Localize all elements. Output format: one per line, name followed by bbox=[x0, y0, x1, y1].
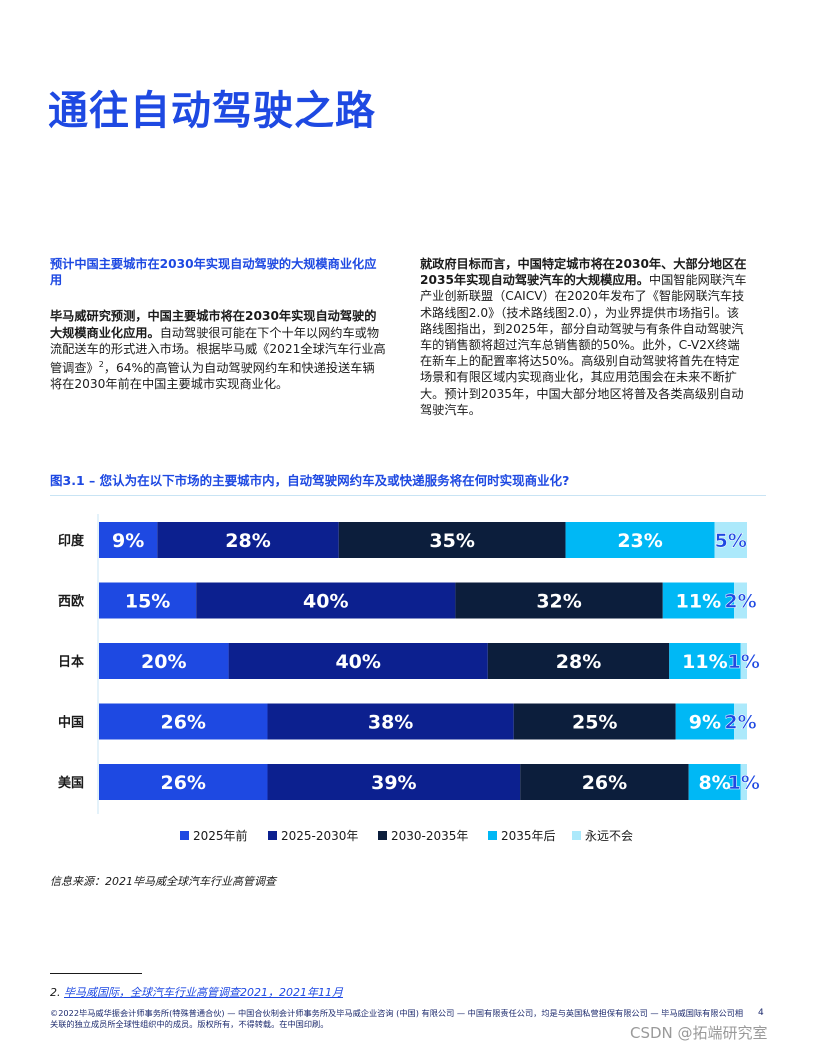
footnote-number: 2. bbox=[50, 986, 61, 999]
bar-segment-2035-4 bbox=[688, 764, 741, 800]
left-subheading: 预计中国主要城市在2030年实现自动驾驶的大规模商业化应用 bbox=[50, 257, 377, 288]
left-body-text-1: 自动驾驶很可能在下个十年以网约车或物流配送车的形式进入市场。根据毕马威《2021… bbox=[50, 325, 386, 376]
bar-segment-series-2 bbox=[740, 643, 747, 679]
bar-value-label: 8% bbox=[698, 772, 730, 794]
legend-label: 2035年后 bbox=[501, 829, 556, 843]
footnote-divider bbox=[50, 973, 142, 974]
bar-segment-2030-2035-1 bbox=[455, 582, 663, 619]
bar-segment-2025-2030-0 bbox=[157, 522, 339, 558]
bar-value-label: 1% bbox=[728, 651, 760, 673]
bar-segment-2025-0 bbox=[99, 522, 158, 558]
stacked-bar-chart: 印度 9% 28% 35% 23% 5%西欧 15% 40% 32% 11% 2%日本 20% 40% 2… bbox=[58, 514, 760, 843]
bar-segment-2025-1 bbox=[99, 582, 197, 619]
category-label: 日本 bbox=[58, 654, 84, 670]
bar-value-label: 11% bbox=[682, 651, 727, 673]
left-lead-text: 毕马威研究预测，中国主要城市将在2030年实现自动驾驶的大规模商业化应用。 bbox=[50, 309, 377, 340]
bar-value-label: 9% bbox=[689, 712, 721, 734]
bar-segment-2035-3 bbox=[675, 703, 735, 740]
bar-value-label: 15% bbox=[125, 591, 170, 613]
bar-value-label: 40% bbox=[303, 591, 348, 613]
bar-segment-2025-2030-4 bbox=[267, 764, 521, 800]
bar-value-label: 1% bbox=[728, 772, 760, 794]
bar-value-label: 39% bbox=[371, 772, 416, 794]
right-column: 就政府目标而言，中国特定城市将在2030年、大部分地区在2035年实现自动驾驶汽… bbox=[420, 256, 750, 418]
bar-segment-series-4 bbox=[740, 764, 747, 800]
bar-segment-2025-3 bbox=[99, 703, 268, 740]
bar-segment-2025-2030-3 bbox=[267, 703, 514, 740]
category-label: 西欧 bbox=[58, 594, 84, 610]
bar-segment-2025-2030-2 bbox=[228, 643, 488, 679]
bar-segment-series-3 bbox=[734, 703, 747, 740]
right-lead-text: 就政府目标而言，中国特定城市将在2030年、大部分地区在2035年实现自动驾驶汽… bbox=[420, 257, 747, 288]
bar-segment-2030-2035-3 bbox=[513, 703, 676, 740]
watermark: CSDN @拓端研究室 bbox=[630, 1024, 768, 1042]
legend-swatch bbox=[180, 831, 189, 840]
bar-segment-2025-2 bbox=[99, 643, 229, 679]
bar-value-label: 20% bbox=[141, 651, 186, 673]
bar-value-label: 2% bbox=[724, 591, 756, 613]
left-column: 预计中国主要城市在2030年实现自动驾驶的大规模商业化应用 毕马威研究预测，中国… bbox=[50, 256, 386, 392]
bar-value-label: 35% bbox=[429, 530, 474, 552]
bar-value-label: 28% bbox=[556, 651, 601, 673]
legend-label: 2025-2030年 bbox=[281, 829, 358, 843]
legend-label: 2025年前 bbox=[193, 828, 248, 843]
page-number: 4 bbox=[758, 1008, 764, 1018]
legend-label: 永远不会 bbox=[585, 829, 633, 843]
bar-value-label: 40% bbox=[335, 651, 380, 673]
legend-swatch bbox=[378, 831, 387, 840]
footnote-link[interactable]: 毕马威国际，全球汽车行业高管调查2021，2021年11月 bbox=[64, 986, 343, 999]
category-label: 印度 bbox=[58, 533, 85, 549]
figure-title: 图3.1 – 您认为在以下市场的主要城市内，自动驾驶网约车及或快递服务将在何时实… bbox=[50, 470, 766, 496]
legend-label: 2030-2035年 bbox=[391, 829, 468, 843]
bar-value-label: 26% bbox=[582, 772, 627, 794]
bar-segment-series-0 bbox=[714, 522, 747, 558]
bar-segment-2025-4 bbox=[99, 764, 268, 800]
page-title: 通往自动驾驶之路 bbox=[48, 88, 376, 134]
left-paragraph: 毕马威研究预测，中国主要城市将在2030年实现自动驾驶的大规模商业化应用。自动驾… bbox=[50, 308, 386, 392]
legend-swatch bbox=[488, 831, 497, 840]
bar-value-label: 23% bbox=[617, 530, 662, 552]
bar-value-label: 32% bbox=[536, 591, 581, 613]
bar-segment-2025-2030-1 bbox=[196, 582, 456, 619]
bar-value-label: 38% bbox=[368, 712, 413, 734]
bar-value-label: 5% bbox=[715, 530, 747, 552]
bar-value-label: 26% bbox=[160, 712, 205, 734]
footnote: 2. 毕马威国际，全球汽车行业高管调查2021，2021年11月 bbox=[50, 984, 343, 1000]
bar-segment-series-1 bbox=[734, 582, 747, 619]
bar-segment-2035-2 bbox=[669, 643, 741, 679]
bar-segment-2030-2035-2 bbox=[487, 643, 670, 679]
legal-text: ©2022毕马威华振会计师事务所(特殊普通合伙) — 中国合伙制会计师事务所及毕… bbox=[50, 1008, 744, 1029]
bar-segment-2035-0 bbox=[565, 522, 715, 558]
bar-segment-2035-1 bbox=[662, 582, 735, 619]
bar-value-label: 25% bbox=[572, 712, 617, 734]
source-note: 信息来源：2021毕马威全球汽车行业高管调查 bbox=[50, 875, 276, 888]
category-label: 中国 bbox=[58, 715, 84, 731]
bar-value-label: 11% bbox=[676, 591, 721, 613]
bar-value-label: 9% bbox=[112, 530, 144, 552]
footnote-ref[interactable]: 2 bbox=[98, 360, 104, 370]
legend-swatch bbox=[572, 831, 581, 840]
legend-swatch bbox=[268, 831, 277, 840]
bar-segment-2030-2035-4 bbox=[520, 764, 689, 800]
right-body-text: 中国智能网联汽车产业创新联盟（CAICV）在2020年发布了《智能网联汽车技术路… bbox=[420, 273, 747, 417]
bar-value-label: 28% bbox=[225, 530, 270, 552]
category-label: 美国 bbox=[58, 775, 84, 791]
bar-value-label: 26% bbox=[160, 772, 205, 794]
left-body-text-2: ，64%的高管认为自动驾驶网约车和快递投送车辆将在2030年前在中国主要城市实现… bbox=[50, 361, 375, 392]
bar-value-label: 2% bbox=[724, 712, 756, 734]
bar-segment-2030-2035-0 bbox=[338, 522, 566, 558]
